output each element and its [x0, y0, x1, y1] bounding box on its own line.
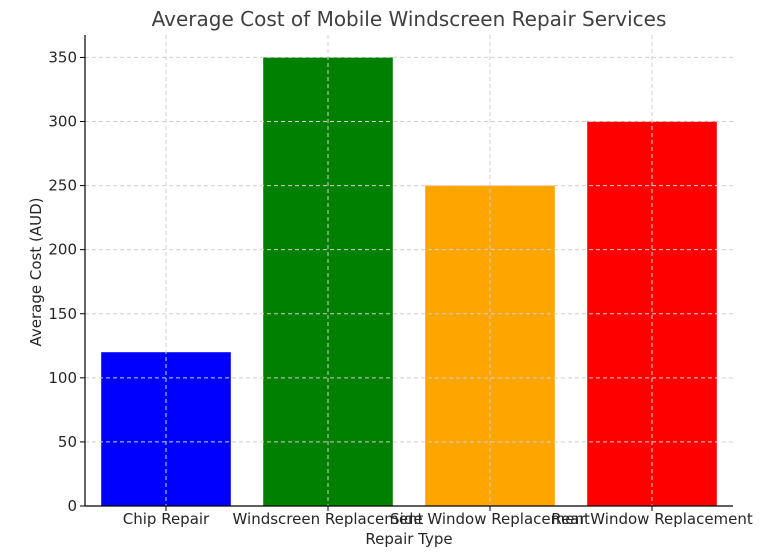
y-tick-label: 0 — [67, 497, 77, 515]
x-tick-label: Side Window Replacement — [390, 510, 590, 528]
y-ticks: 0 50 100 150 200 250 300 350 — [48, 48, 85, 515]
y-tick-label: 50 — [58, 433, 77, 451]
y-tick-label: 200 — [48, 241, 77, 259]
y-tick-label: 100 — [48, 369, 77, 387]
y-tick-label: 350 — [48, 48, 77, 66]
chart-title: Average Cost of Mobile Windscreen Repair… — [152, 7, 667, 31]
x-tick-label: Windscreen Replacement — [233, 510, 424, 528]
x-tick-label: Rear Window Replacement — [551, 510, 753, 528]
y-axis-label: Average Cost (AUD) — [27, 198, 45, 347]
bars — [101, 57, 717, 507]
y-tick-label: 150 — [48, 305, 77, 323]
x-tick-label: Chip Repair — [123, 510, 210, 528]
y-tick-label: 300 — [48, 113, 77, 131]
y-tick-label: 250 — [48, 177, 77, 195]
x-axis-label: Repair Type — [365, 530, 452, 548]
